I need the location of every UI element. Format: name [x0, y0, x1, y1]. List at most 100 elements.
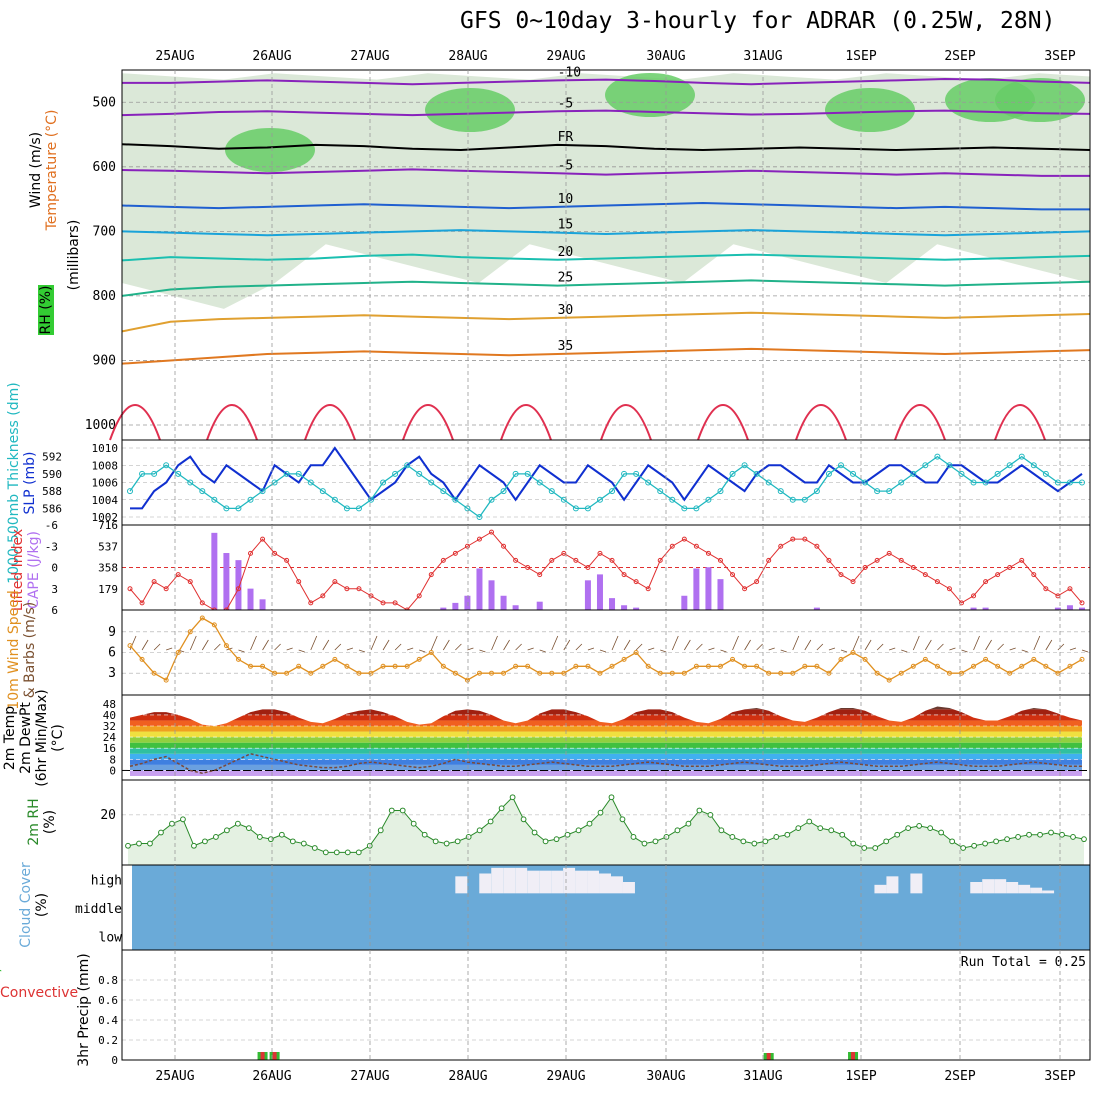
- wind-barb: [382, 639, 390, 651]
- wind-barb: [901, 649, 908, 653]
- lifted-index-point: [235, 586, 241, 592]
- rh-point: [773, 834, 780, 840]
- rh-point: [696, 807, 703, 814]
- wind-barb: [286, 647, 293, 651]
- lifted-index-point: [898, 557, 904, 563]
- cape-bar: [512, 605, 519, 610]
- isotherm-line: [121, 143, 1091, 152]
- wind-barb: [744, 639, 751, 651]
- thickness-point: [596, 496, 603, 503]
- lifted-index-point: [609, 557, 615, 563]
- rh-point: [454, 838, 461, 845]
- date-label-bottom: 28AUG: [448, 1069, 487, 1084]
- lifted-index-point: [669, 543, 675, 549]
- date-label-bottom: 30AUG: [646, 1069, 685, 1084]
- thickness-point: [645, 479, 652, 486]
- wind-barb: [1057, 643, 1065, 651]
- rh-point: [839, 831, 846, 838]
- thickness-point: [319, 488, 326, 495]
- temp-tick-label: 8: [109, 753, 116, 766]
- lifted-index-point: [971, 593, 977, 599]
- isotherm-40-loop: [697, 404, 749, 441]
- rh-high-area: [425, 88, 515, 132]
- wind-barb: [407, 647, 414, 651]
- rh-point: [1059, 831, 1065, 838]
- rh-point: [245, 825, 252, 832]
- rh-point: [784, 831, 791, 838]
- thickness-point: [1066, 479, 1073, 486]
- wind-barb: [1069, 647, 1077, 651]
- rh-point: [575, 827, 582, 834]
- lifted-index-point: [934, 579, 940, 585]
- date-label-top: 27AUG: [350, 49, 389, 64]
- wind-speed-point: [1007, 670, 1013, 676]
- li-tick-label: 6: [51, 604, 58, 617]
- li-tick-label: -3: [45, 540, 58, 553]
- lifted-cape-label: CAPE (J/kg): [26, 531, 42, 609]
- cape-bar: [633, 607, 640, 610]
- lifted-index-point: [814, 543, 820, 549]
- thickness-point: [1018, 453, 1025, 460]
- thickness-point: [512, 470, 519, 477]
- rh-point: [311, 845, 318, 851]
- wind-speed-point: [609, 663, 615, 669]
- rh-point: [608, 794, 615, 801]
- thickness-point: [765, 479, 772, 486]
- rh-point: [180, 816, 186, 823]
- wind-speed-point: [537, 670, 543, 676]
- cloud-label: (%): [34, 893, 50, 917]
- thickness-point: [621, 470, 628, 477]
- wind-barb: [792, 635, 800, 651]
- lifted-index-point: [995, 572, 1001, 578]
- thickness-point: [837, 462, 844, 469]
- wind-barb: [864, 639, 872, 651]
- date-label-bottom: 2SEP: [944, 1069, 975, 1084]
- isotherm-40-loop: [109, 404, 161, 441]
- wind-barb: [961, 649, 968, 653]
- cloud-cell-high: [539, 870, 552, 894]
- thickness-point: [729, 470, 736, 477]
- cloud-cell-high: [1006, 882, 1019, 894]
- wind-barb: [394, 643, 402, 651]
- isotherm-line: [121, 347, 1091, 365]
- wind-barb: [214, 643, 221, 651]
- wind-speed-point: [1067, 663, 1073, 669]
- lifted-index-point: [380, 600, 386, 606]
- cloud-cell-high: [982, 879, 995, 894]
- lifted-index-point: [922, 572, 928, 578]
- temp-bands: [130, 706, 1082, 776]
- thickness-point: [247, 496, 254, 503]
- thickness-point: [934, 453, 941, 460]
- rh-point: [300, 840, 307, 847]
- cape-tick-label: 716: [98, 519, 118, 532]
- rh-point: [740, 838, 747, 845]
- rh-point: [553, 836, 560, 843]
- thickness-point: [813, 488, 820, 495]
- wind-speed-point: [754, 663, 760, 669]
- wind-speed-point: [489, 670, 495, 676]
- thickness-point: [862, 479, 869, 486]
- lifted-index-point: [1067, 586, 1073, 592]
- date-label-top: 30AUG: [646, 49, 685, 64]
- precip-tick-label: 0: [111, 1054, 118, 1067]
- wind-speed-point: [862, 656, 868, 662]
- rh-point: [828, 827, 835, 834]
- rh-point: [125, 842, 131, 849]
- isotherm-label: -5: [558, 158, 574, 173]
- rh-point: [795, 825, 802, 832]
- wind-speed-point: [657, 670, 663, 676]
- lifted-index-point: [187, 579, 193, 585]
- rh-point: [663, 834, 670, 840]
- wind-barb: [274, 643, 281, 651]
- wind-speed-point: [838, 656, 844, 662]
- isotherm-line: [121, 311, 1091, 333]
- thickness-point: [235, 505, 242, 512]
- thickness-point: [139, 470, 146, 477]
- lifted-index-point: [886, 550, 892, 556]
- thickness-point: [368, 496, 375, 503]
- wind-speed-point: [513, 663, 519, 669]
- wind-speed-point: [1019, 663, 1025, 669]
- wind-tick-label: 9: [108, 625, 116, 640]
- lifted-index-point: [874, 557, 880, 563]
